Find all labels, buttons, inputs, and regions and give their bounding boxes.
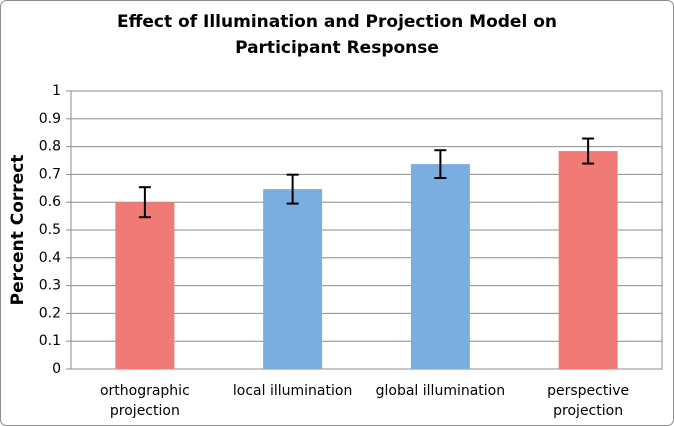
y-tick-label: 0.4 bbox=[39, 250, 61, 266]
bar bbox=[558, 151, 618, 369]
y-tick-label: 0.9 bbox=[39, 111, 61, 127]
error-bar bbox=[434, 149, 447, 180]
bar bbox=[263, 189, 323, 369]
x-tick-label: orthographic bbox=[100, 383, 190, 399]
y-tick-label: 0.5 bbox=[39, 222, 61, 238]
y-tick-label: 0.1 bbox=[39, 333, 61, 349]
y-tick-label: 0.2 bbox=[39, 305, 61, 321]
plot-border bbox=[70, 90, 663, 370]
error-bar bbox=[138, 186, 151, 219]
x-tick-label: projection bbox=[553, 403, 623, 419]
x-tick-label: global illumination bbox=[376, 383, 506, 399]
y-tick-label: 0 bbox=[52, 361, 61, 377]
y-tick-label: 0.7 bbox=[39, 166, 61, 182]
y-tick-label: 0.6 bbox=[39, 194, 61, 210]
x-tick-label: perspective bbox=[547, 383, 629, 399]
y-tick-label: 0.8 bbox=[39, 139, 61, 155]
error-bar bbox=[582, 137, 595, 165]
y-tick-label: 0.3 bbox=[39, 278, 61, 294]
x-tick-label: local illumination bbox=[233, 383, 352, 399]
chart-title: Participant Response bbox=[235, 38, 439, 58]
bar bbox=[115, 202, 175, 369]
bar bbox=[410, 164, 470, 369]
y-axis-label: Percent Correct bbox=[8, 155, 28, 306]
chart-title: Effect of Illumination and Projection Mo… bbox=[117, 12, 557, 32]
error-bar bbox=[286, 173, 299, 205]
x-tick-label: projection bbox=[110, 403, 180, 419]
y-tick-label: 1 bbox=[52, 83, 61, 99]
